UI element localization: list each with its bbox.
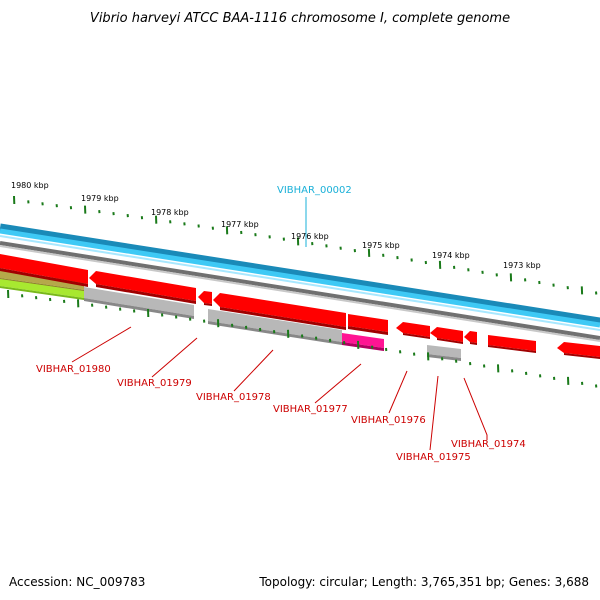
gene-blocks xyxy=(0,254,600,361)
kbp-label-1979: 1979 kbp xyxy=(81,194,119,203)
gene-small-red[interactable] xyxy=(198,291,212,306)
gene-vibhar-01974[interactable] xyxy=(464,331,477,345)
gene-label-vibhar-01975[interactable]: VIBHAR_01975 xyxy=(396,452,471,463)
map-title: Vibrio harveyi ATCC BAA-1116 chromosome … xyxy=(90,11,510,26)
inner-tick-scale xyxy=(7,289,598,388)
gene-vibhar-01979[interactable] xyxy=(89,271,196,304)
gene-label-vibhar-01979[interactable]: VIBHAR_01979 xyxy=(117,378,192,389)
gene-gray-01980[interactable] xyxy=(84,287,194,319)
left-feature-bands xyxy=(0,270,84,300)
accession-text: Accession: NC_009783 xyxy=(9,575,145,589)
kbp-label-1980: 1980 kbp xyxy=(11,181,49,190)
gene-vibhar-01977-red[interactable] xyxy=(348,314,388,335)
gene-vibhar-01980[interactable] xyxy=(0,254,88,287)
kbp-labels: 1980 kbp 1979 kbp 1978 kbp 1977 kbp 1976… xyxy=(11,181,541,270)
kbp-label-1976: 1976 kbp xyxy=(291,232,329,241)
gene-right-red-1[interactable] xyxy=(488,335,536,353)
kbp-label-1974: 1974 kbp xyxy=(432,251,470,260)
kbp-label-1973: 1973 kbp xyxy=(503,261,541,270)
gene-label-vibhar-00002[interactable]: VIBHAR_00002 xyxy=(277,185,352,196)
gene-vibhar-01976[interactable] xyxy=(396,322,430,339)
gene-labels: VIBHAR_00002 VIBHAR_01980 VIBHAR_01979 V… xyxy=(36,185,526,463)
gene-label-vibhar-01976[interactable]: VIBHAR_01976 xyxy=(351,415,426,426)
kbp-label-1977: 1977 kbp xyxy=(221,220,259,229)
gene-label-vibhar-01974[interactable]: VIBHAR_01974 xyxy=(451,439,526,450)
gene-gray-01975[interactable] xyxy=(427,345,461,361)
genome-backbone xyxy=(0,241,600,342)
gene-vibhar-01977-pink[interactable] xyxy=(342,333,384,351)
gene-label-vibhar-01980[interactable]: VIBHAR_01980 xyxy=(36,364,111,375)
label-pointer-lines xyxy=(71,197,488,451)
outer-tick-scale xyxy=(13,195,598,295)
gene-right-red-2[interactable] xyxy=(557,342,600,359)
gene-label-vibhar-01978[interactable]: VIBHAR_01978 xyxy=(196,392,271,403)
gene-label-vibhar-01977[interactable]: VIBHAR_01977 xyxy=(273,404,348,415)
kbp-label-1975: 1975 kbp xyxy=(362,241,400,250)
gene-vibhar-01978[interactable] xyxy=(213,293,346,330)
topology-summary-text: Topology: circular; Length: 3,765,351 bp… xyxy=(258,575,589,589)
kbp-label-1978: 1978 kbp xyxy=(151,208,189,217)
gene-vibhar-01975-red[interactable] xyxy=(430,327,463,344)
forward-strand-band xyxy=(0,223,600,331)
